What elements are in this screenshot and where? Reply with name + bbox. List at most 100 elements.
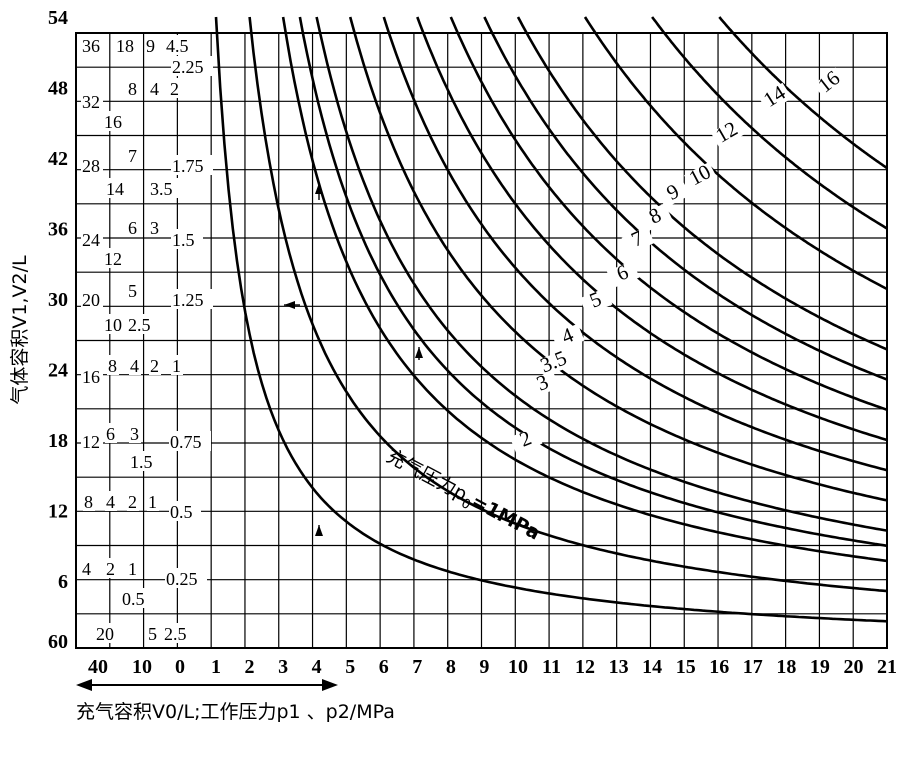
left-scale-label-bg bbox=[171, 229, 203, 249]
y-tick-label: 18 bbox=[48, 430, 68, 452]
left-scale-label: 2.5 bbox=[164, 624, 187, 644]
series-label-bg bbox=[684, 162, 718, 192]
series-line-7 bbox=[416, 16, 888, 442]
arrow-head bbox=[284, 301, 295, 309]
series-line-2 bbox=[248, 16, 888, 593]
left-scale-label: 32 bbox=[82, 92, 100, 112]
left-scale-label: 4 bbox=[130, 356, 139, 376]
left-scale-label-bg bbox=[81, 558, 93, 578]
left-scale-label-bg bbox=[171, 355, 183, 375]
x-tick-label: 17 bbox=[743, 656, 763, 678]
left-scale-label-bg bbox=[127, 145, 139, 165]
x-axis-label: 充气容积V0/L;工作压力p1 、p2/MPa bbox=[76, 701, 395, 723]
left-scale-label-bg bbox=[81, 431, 103, 451]
x-tick-label: 14 bbox=[642, 656, 662, 678]
series-line-14 bbox=[651, 16, 888, 230]
series-line-3.5 bbox=[298, 16, 888, 548]
series-line-4 bbox=[315, 16, 888, 532]
left-scale-label: 20 bbox=[82, 290, 100, 310]
left-scale-label: 4 bbox=[106, 492, 115, 512]
arrow-head bbox=[315, 183, 323, 194]
series-label-bg bbox=[537, 349, 571, 377]
plot-frame bbox=[75, 32, 888, 649]
left-scale-label-bg bbox=[171, 155, 213, 175]
left-scale-label-bg bbox=[81, 35, 103, 55]
left-scale-label-bg bbox=[149, 78, 161, 98]
left-scale-label: 1.5 bbox=[172, 230, 195, 250]
series-label-bg bbox=[813, 67, 847, 99]
left-scale-label-bg bbox=[171, 56, 213, 76]
left-scale-label: 5 bbox=[128, 281, 137, 301]
left-scale-label-bg bbox=[105, 178, 127, 198]
left-scale-label: 12 bbox=[104, 249, 122, 269]
series-label-bg bbox=[657, 179, 691, 209]
x-tick-label: 20 bbox=[843, 656, 863, 678]
series-label-bg bbox=[639, 203, 673, 232]
x-tick-label: 5 bbox=[345, 656, 355, 678]
left-scale-label-bg bbox=[127, 491, 139, 511]
x-tick-label: 11 bbox=[542, 656, 561, 678]
left-scale-label: 1 bbox=[172, 356, 181, 376]
x-tick-label: 4 bbox=[312, 656, 322, 678]
y-tick-label: 12 bbox=[48, 501, 68, 523]
y-tick-label: 42 bbox=[48, 148, 68, 170]
x-tick-label: 0 bbox=[175, 656, 185, 678]
y-tick-label: 30 bbox=[48, 289, 68, 311]
left-scale-label: 1 bbox=[148, 492, 157, 512]
x-tick-label: 7 bbox=[412, 656, 422, 678]
left-scale-label: 8 bbox=[84, 492, 93, 512]
x-tick-label: 9 bbox=[479, 656, 489, 678]
left-scale-label-bg bbox=[105, 491, 117, 511]
left-scale-label: 24 bbox=[82, 230, 100, 250]
series-label-bg bbox=[758, 82, 792, 113]
left-scale-label-bg bbox=[129, 355, 141, 375]
left-scale-label-bg bbox=[81, 366, 103, 386]
left-scale-label-bg bbox=[95, 623, 117, 643]
left-scale-label-bg bbox=[163, 623, 195, 643]
left-scale-label-bg bbox=[81, 91, 103, 111]
left-scale-label-bg bbox=[169, 501, 201, 521]
left-scale-label: 4.5 bbox=[166, 36, 189, 56]
x-tick-label: 3 bbox=[278, 656, 288, 678]
x-tick-label: 19 bbox=[810, 656, 830, 678]
left-scale-label: 5 bbox=[148, 624, 157, 644]
x-tick-label: 10 bbox=[132, 656, 152, 678]
left-scale-label-bg bbox=[127, 558, 139, 578]
left-scale-label: 3 bbox=[150, 218, 159, 238]
series-label-bg bbox=[606, 260, 640, 288]
left-scale-label: 2.5 bbox=[128, 315, 151, 335]
y-tick-label: 36 bbox=[48, 219, 68, 241]
left-scale-label-bg bbox=[127, 280, 139, 300]
left-scale-label: 2 bbox=[150, 356, 159, 376]
left-scale-label-bg bbox=[121, 588, 153, 608]
left-scale-label-bg bbox=[165, 568, 207, 588]
left-scale-label-bg bbox=[127, 314, 159, 334]
left-scale-label: 4 bbox=[150, 79, 159, 99]
left-scale-label: 14 bbox=[106, 179, 124, 199]
left-scale-label: 0.5 bbox=[122, 589, 145, 609]
series-line-3 bbox=[281, 16, 888, 563]
left-scale-label: 2 bbox=[106, 559, 115, 579]
left-scale-label-bg bbox=[149, 178, 181, 198]
left-scale-label-bg bbox=[81, 229, 103, 249]
left-scale-label: 2.25 bbox=[172, 57, 204, 77]
x-tick-label: 8 bbox=[446, 656, 456, 678]
series-line-1 bbox=[214, 16, 888, 623]
x-tick-label: 10 bbox=[508, 656, 528, 678]
left-scale-label: 6 bbox=[128, 218, 137, 238]
left-scale-label: 10 bbox=[104, 315, 122, 335]
arrow-head bbox=[415, 347, 423, 358]
x-tick-label: 6 bbox=[379, 656, 389, 678]
left-scale-label: 16 bbox=[82, 367, 100, 387]
series-label-bg bbox=[710, 118, 745, 149]
left-scale-label: 1.25 bbox=[172, 290, 204, 310]
series-label-10: 10 bbox=[685, 159, 715, 190]
y-tick-label: 60 bbox=[48, 631, 68, 653]
left-scale-label-bg bbox=[149, 355, 161, 375]
left-scale-label-bg bbox=[107, 355, 119, 375]
x-tick-label: 21 bbox=[877, 656, 897, 678]
left-scale-label-bg bbox=[103, 248, 125, 268]
left-scale-label: 12 bbox=[82, 432, 100, 452]
